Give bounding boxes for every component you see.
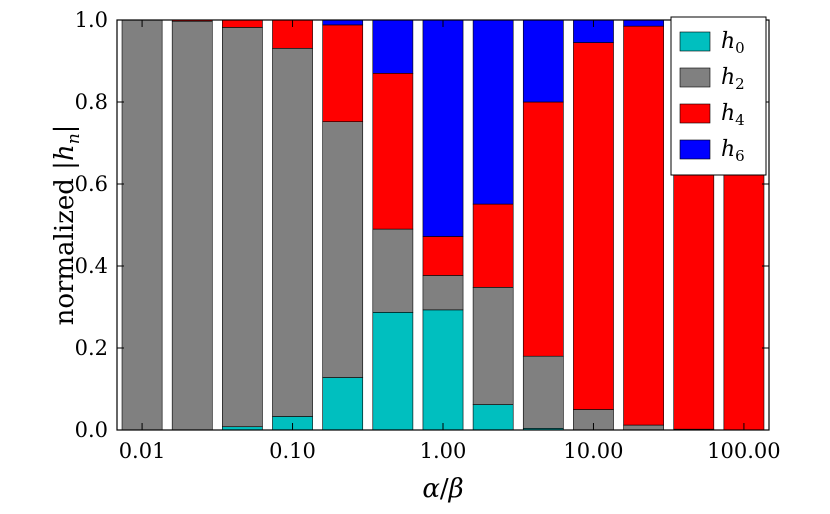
bar-h6-1.00 [422,19,464,237]
bar-h2-0.10 [272,47,313,417]
legend-label-sub: 4 [735,111,745,129]
bar-h6-2.00 [472,19,514,205]
bar-h2-1.00 [422,275,464,311]
bar-h2-20.00 [623,424,664,431]
y-tick-label: 0.4 [75,254,108,278]
x-axis-label-slash: / [440,474,449,504]
legend-label-h0: h0 [721,29,745,57]
bar-h4-20.00 [623,25,664,426]
bar-h6-0.50 [372,19,414,74]
bar-h4-1.00 [422,236,464,276]
x-tick-label: 0.01 [119,439,166,463]
bar-h2-2.00 [472,287,514,405]
y-axis: 0.0 0.2 0.4 0.6 0.8 1.0 [75,8,769,442]
bar-h0-2.00 [472,404,514,431]
legend-label-var: h [721,137,735,162]
y-axis-label: normalized |hn| [50,125,84,326]
x-axis-label: α/β [422,474,463,504]
legend-label-var: h [721,29,735,54]
bar-h2-0.02 [171,20,213,431]
y-axis-label-prefix: normalized | [50,161,80,325]
y-tick-label: 0.0 [75,418,108,442]
legend-label-var: h [721,65,735,90]
bar-h0-0.50 [372,312,414,431]
legend-swatch-h2 [679,67,711,88]
bars-layer [121,19,765,431]
y-tick-label: 0.6 [75,172,108,196]
y-tick-label: 0.8 [75,90,108,114]
x-axis-label-beta: β [448,474,464,504]
bar-h4-0.05 [222,19,263,28]
legend-swatch-h4 [679,103,711,124]
x-tick-label: 1.00 [420,439,467,463]
bar-h2-5.00 [522,355,564,429]
legend-swatch-h6 [679,139,711,160]
legend-label-sub: 0 [735,39,745,57]
y-tick-label: 0.2 [75,336,108,360]
y-tick-label: 1.0 [75,8,108,32]
y-axis-label-var: h [50,144,80,161]
bar-h0-1.00 [422,309,464,431]
bar-h6-20.00 [623,19,664,27]
bar-h6-0.20 [322,19,364,26]
bar-h0-0.20 [322,377,364,431]
y-axis-label-sub: n [64,133,84,144]
legend-label-h4: h4 [721,101,745,129]
y-axis-label-suffix: | [50,125,80,134]
bar-h4-10.00 [573,42,614,410]
bar-h4-0.50 [372,73,414,230]
bar-h4-2.00 [472,203,514,288]
bar-h2-0.20 [322,121,364,378]
x-axis: 0.01 0.10 1.00 10.00 100.00 [119,20,781,463]
legend-label-h6: h6 [721,137,745,165]
legend-label-sub: 6 [735,147,745,165]
legend-label-var: h [721,101,735,126]
x-tick-label: 0.10 [269,439,316,463]
bar-h2-0.05 [222,27,263,428]
bar-h2-0.01 [121,19,163,431]
bar-h4-5.00 [522,101,564,357]
bar-h2-0.50 [372,228,414,313]
legend-swatch-h0 [679,31,711,52]
x-tick-label: 10.00 [563,439,623,463]
legend-label-h2: h2 [721,65,745,93]
x-axis-label-alpha: α [422,474,440,504]
legend-label-sub: 2 [735,75,745,93]
x-tick-label: 100.00 [707,439,780,463]
bar-h6-5.00 [522,19,564,103]
bar-h4-0.20 [322,24,364,122]
